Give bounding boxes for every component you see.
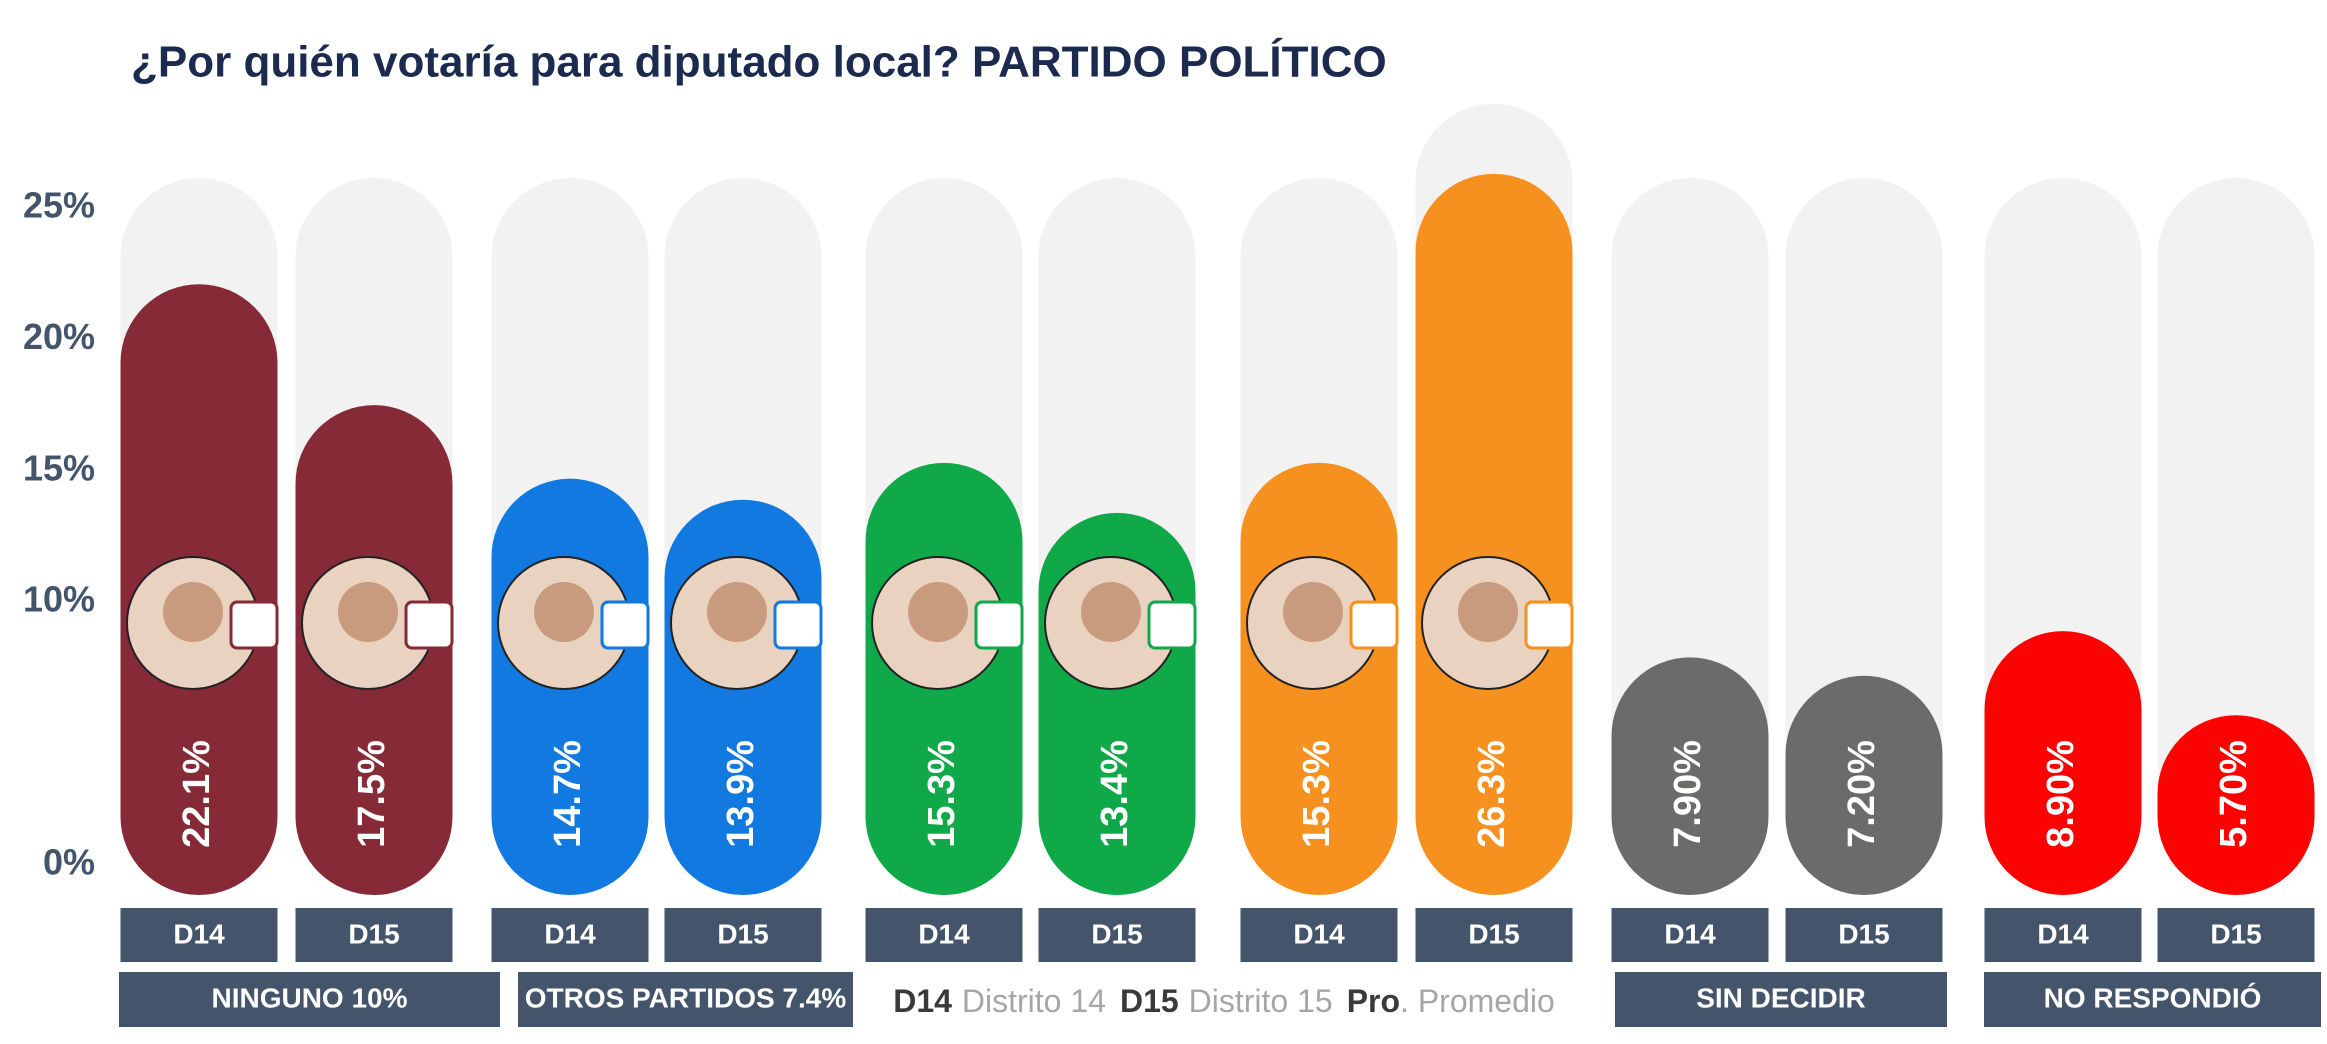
y-tick-label: 10% — [23, 579, 95, 620]
category-box — [120, 908, 278, 962]
y-tick-label: 0% — [43, 842, 95, 883]
value-label: 7.20% — [1841, 740, 1883, 848]
category-box — [2157, 908, 2315, 962]
photo-face — [1081, 582, 1141, 642]
category-box — [1611, 908, 1769, 962]
value-label: 26.3% — [1471, 740, 1513, 848]
value-label: 15.3% — [921, 740, 963, 848]
x-tick-label: D15 — [717, 918, 768, 949]
party-logo — [600, 600, 650, 650]
bar — [2157, 715, 2315, 895]
y-tick-label: 15% — [23, 447, 95, 488]
category-box — [865, 908, 1023, 962]
value-label: 17.5% — [351, 740, 393, 848]
bar-track — [2157, 178, 2315, 895]
photo-face — [1458, 582, 1518, 642]
x-tick-label: D14 — [544, 918, 596, 949]
x-tick-label: D15 — [1091, 918, 1142, 949]
x-tick-label: D14 — [173, 918, 225, 949]
party-logo — [229, 600, 279, 650]
value-label: 5.70% — [2213, 740, 2255, 848]
photo-face — [534, 582, 594, 642]
party-logo — [1147, 600, 1197, 650]
footer-box — [1984, 972, 2321, 1027]
bar — [1611, 657, 1769, 895]
legend-key: D15 — [1120, 983, 1179, 1019]
value-label: 8.90% — [2040, 740, 2082, 848]
legend-text: Distrito 15 — [1189, 983, 1333, 1019]
chart-title: ¿Por quién votaría para diputado local? … — [131, 37, 1387, 87]
x-tick-label: D14 — [1664, 918, 1716, 949]
x-tick-label: D15 — [1838, 918, 1889, 949]
x-tick-label: D15 — [1468, 918, 1519, 949]
footer-box — [1615, 972, 1947, 1027]
y-tick-label: 20% — [23, 316, 95, 357]
category-box — [1984, 908, 2142, 962]
legend: D14 Distrito 14 D15 Distrito 15 Pro. Promedi… — [893, 983, 1555, 1019]
category-box — [295, 908, 453, 962]
footer-box — [119, 972, 500, 1027]
legend-key: Pro — [1347, 983, 1400, 1019]
legend-text: . Promedio — [1400, 983, 1555, 1019]
value-label: 15.3% — [1296, 740, 1338, 848]
bar — [1415, 173, 1573, 895]
value-label: 13.9% — [720, 740, 762, 848]
x-tick-label: D15 — [2210, 918, 2261, 949]
footer-label: NINGUNO 10% — [211, 982, 407, 1013]
photo-face — [163, 582, 223, 642]
category-box — [1038, 908, 1196, 962]
footer-label: SIN DECIDIR — [1696, 982, 1866, 1013]
value-label: 13.4% — [1094, 740, 1136, 848]
x-tick-label: D14 — [918, 918, 970, 949]
party-logo — [974, 600, 1024, 650]
x-tick-label: D14 — [2037, 918, 2089, 949]
party-logo — [773, 600, 823, 650]
bar — [1984, 631, 2142, 895]
legend-text: Distrito 14 — [962, 983, 1106, 1019]
value-label: 7.90% — [1667, 740, 1709, 848]
party-logo — [1524, 600, 1574, 650]
photo-face — [707, 582, 767, 642]
legend-key: D14 — [893, 983, 952, 1019]
photo-face — [1283, 582, 1343, 642]
party-logo — [1349, 600, 1399, 650]
bar — [1785, 675, 1943, 895]
value-label: 14.7% — [547, 740, 589, 848]
footer-label: OTROS PARTIDOS 7.4% — [525, 982, 847, 1013]
photo-face — [908, 582, 968, 642]
x-tick-label: D15 — [348, 918, 399, 949]
x-tick-label: D14 — [1293, 918, 1345, 949]
category-box — [1785, 908, 1943, 962]
category-box — [1415, 908, 1573, 962]
y-tick-label: 25% — [23, 185, 95, 226]
category-box — [664, 908, 822, 962]
category-box — [1240, 908, 1398, 962]
footer-label: NO RESPONDIÓ — [2044, 982, 2262, 1013]
value-label: 22.1% — [176, 740, 218, 848]
footer-box — [518, 972, 853, 1027]
photo-face — [338, 582, 398, 642]
party-logo — [404, 600, 454, 650]
category-box — [491, 908, 649, 962]
